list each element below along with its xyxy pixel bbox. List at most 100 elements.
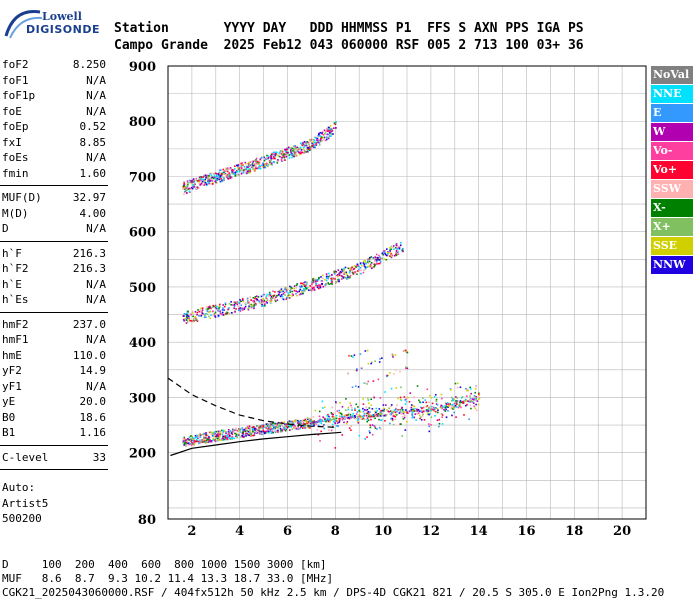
echo-point — [250, 306, 253, 309]
echo-point — [313, 425, 315, 427]
echo-point — [259, 158, 262, 161]
echo-point — [353, 354, 356, 356]
echo-point — [440, 413, 443, 415]
echo-point — [230, 175, 233, 178]
echo-point — [285, 151, 288, 154]
echo-point — [432, 408, 435, 411]
echo-point — [397, 397, 399, 400]
echo-point — [263, 299, 266, 302]
echo-point — [257, 425, 260, 427]
echo-point — [287, 288, 289, 291]
echo-point — [455, 400, 457, 402]
echo-point — [234, 174, 237, 177]
echo-point — [329, 417, 331, 420]
echo-point — [321, 280, 324, 282]
echo-point — [325, 130, 328, 132]
echo-point — [248, 165, 250, 167]
echo-point — [252, 168, 254, 170]
echo-point — [453, 402, 456, 405]
echo-point — [305, 144, 307, 147]
echo-point — [214, 438, 217, 441]
echo-point — [460, 401, 463, 404]
echo-point — [284, 286, 287, 289]
echo-point — [183, 186, 185, 189]
echo-point — [185, 319, 188, 321]
echo-point — [324, 139, 327, 142]
echo-point — [319, 285, 322, 287]
echo-point — [280, 157, 283, 159]
echo-point — [260, 430, 263, 433]
echo-point — [319, 139, 322, 142]
echo-point — [267, 165, 269, 167]
echo-point — [406, 351, 409, 354]
echo-point — [218, 178, 221, 181]
echo-point — [332, 278, 335, 281]
echo-point — [309, 138, 311, 141]
param-key: foF2 — [2, 58, 29, 71]
echo-point — [288, 154, 291, 156]
echo-point — [312, 279, 315, 282]
legend-x: X- — [651, 199, 693, 217]
echo-point — [303, 140, 306, 143]
echo-point — [259, 430, 262, 433]
echo-point — [260, 164, 263, 167]
x-tick-label: 8 — [331, 524, 340, 539]
echo-point — [311, 286, 313, 289]
echo-point — [299, 288, 302, 291]
echo-point — [359, 411, 362, 413]
echo-point — [422, 401, 424, 404]
echo-point — [395, 244, 398, 246]
echo-point — [241, 434, 244, 437]
echo-point — [301, 290, 303, 292]
header-values: Campo Grande 2025 Feb12 043 060000 RSF 0… — [114, 38, 584, 53]
echo-point — [330, 282, 332, 285]
echo-point — [298, 422, 301, 425]
echo-point — [213, 173, 215, 175]
x-tick-label: 2 — [187, 524, 196, 539]
echo-point — [448, 403, 451, 405]
echo-point — [251, 304, 253, 307]
plot-grid — [167, 65, 647, 519]
echo-point — [188, 317, 191, 320]
echo-point — [236, 434, 239, 437]
echo-point — [282, 426, 285, 429]
echo-point — [413, 405, 416, 408]
echo-point — [248, 303, 251, 306]
echo-point — [456, 382, 459, 385]
echo-point — [196, 311, 199, 314]
echo-point — [315, 137, 317, 139]
echo-point — [317, 424, 320, 427]
echo-point — [190, 438, 192, 440]
echo-point — [189, 319, 191, 322]
echo-point — [340, 271, 343, 274]
echo-point — [272, 153, 274, 155]
param-value: N/A — [86, 333, 106, 346]
echo-point — [313, 139, 316, 142]
echo-point — [389, 249, 391, 251]
echo-point — [218, 176, 220, 179]
echo-point — [294, 148, 296, 150]
echo-point — [469, 404, 472, 407]
echo-point — [193, 181, 196, 183]
echo-point — [201, 184, 203, 186]
echo-point — [263, 426, 266, 428]
echo-point — [438, 418, 441, 421]
echo-point — [219, 430, 221, 433]
echo-point — [347, 406, 350, 409]
echo-point — [300, 149, 303, 151]
echo-point — [369, 264, 372, 266]
echo-point — [402, 247, 404, 250]
echo-point — [264, 166, 267, 169]
echo-point — [366, 418, 368, 421]
y-tick-label: 500 — [129, 281, 156, 296]
echo-point — [267, 155, 270, 157]
echo-point — [200, 307, 202, 310]
echo-point — [402, 410, 404, 413]
echo-point — [281, 295, 284, 298]
echo-point — [346, 417, 349, 419]
param-fof1: foF1 N/A — [2, 74, 106, 89]
echo-point — [358, 415, 360, 418]
echo-point — [270, 424, 272, 427]
echo-point — [378, 254, 380, 257]
echo-point — [247, 162, 250, 165]
